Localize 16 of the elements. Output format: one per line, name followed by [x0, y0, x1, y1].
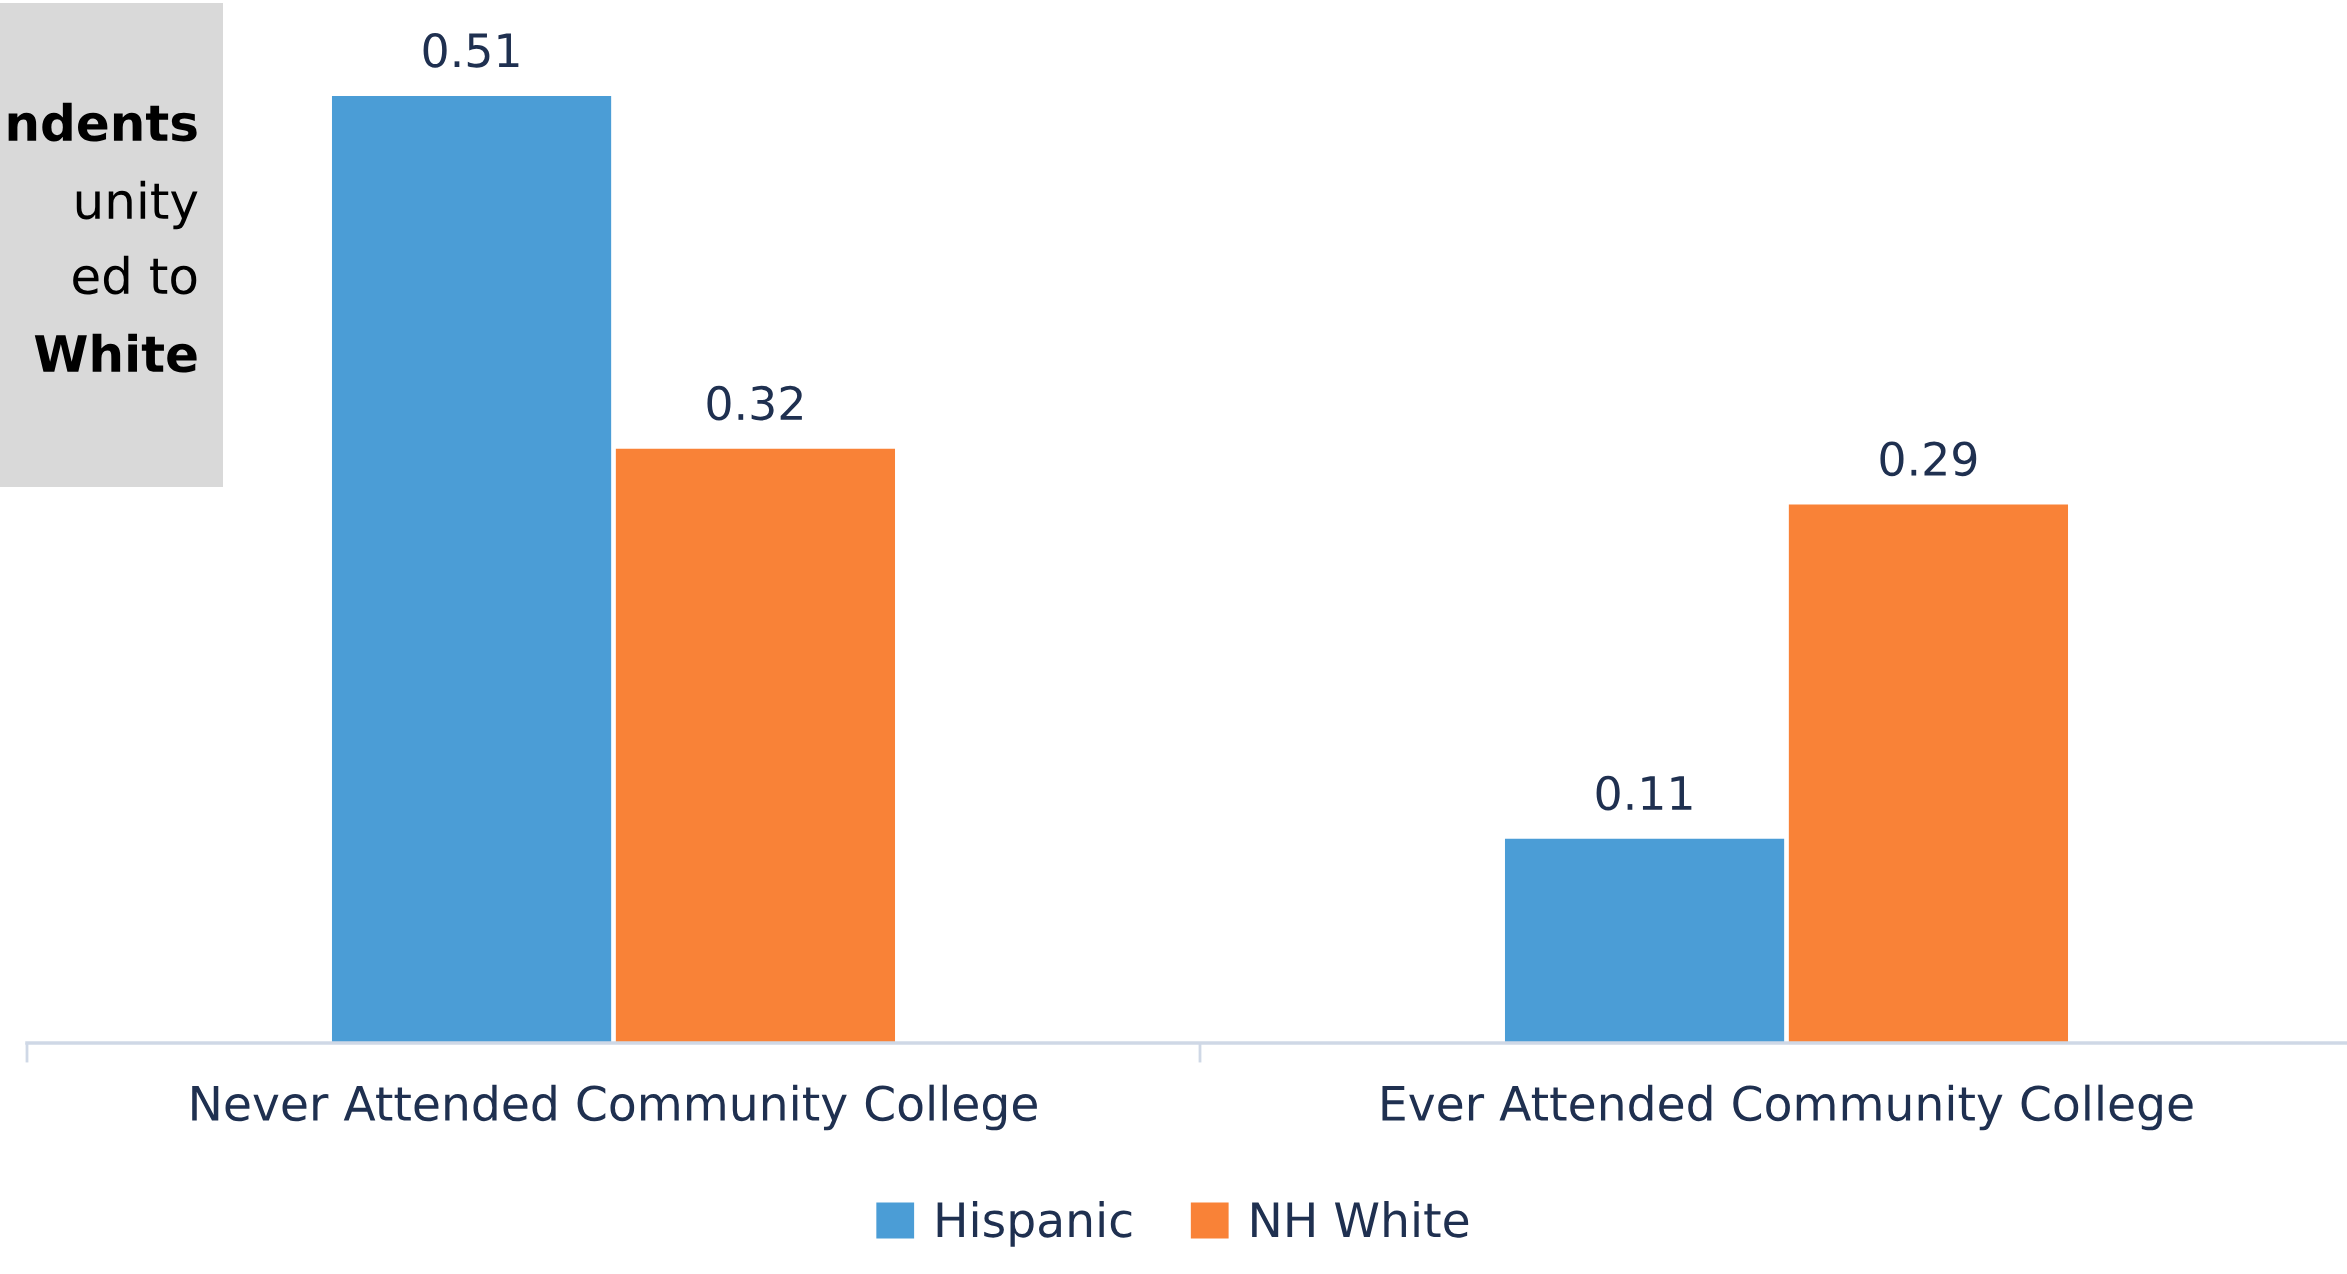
legend-label: NH White [1252, 1201, 1469, 1238]
data-label: 0.32 [707, 385, 802, 421]
bar [331, 96, 612, 1043]
annotation: ed to [73, 255, 197, 295]
annotation: unity [76, 180, 198, 230]
x-tick-label: Ever Attended Community College [1382, 1084, 2193, 1131]
bar [1788, 504, 2069, 1043]
annotation: ndents [8, 102, 197, 142]
x-tick-label: Never Attended Community College [192, 1084, 1037, 1131]
data-label: 0.29 [1880, 441, 1977, 477]
bar [615, 448, 896, 1043]
data-label: 0.11 [1596, 775, 1692, 811]
bar [1504, 838, 1785, 1043]
legend-label: Hispanic [937, 1201, 1132, 1247]
data-label: 0.51 [423, 33, 519, 68]
annotation: White [34, 333, 197, 373]
